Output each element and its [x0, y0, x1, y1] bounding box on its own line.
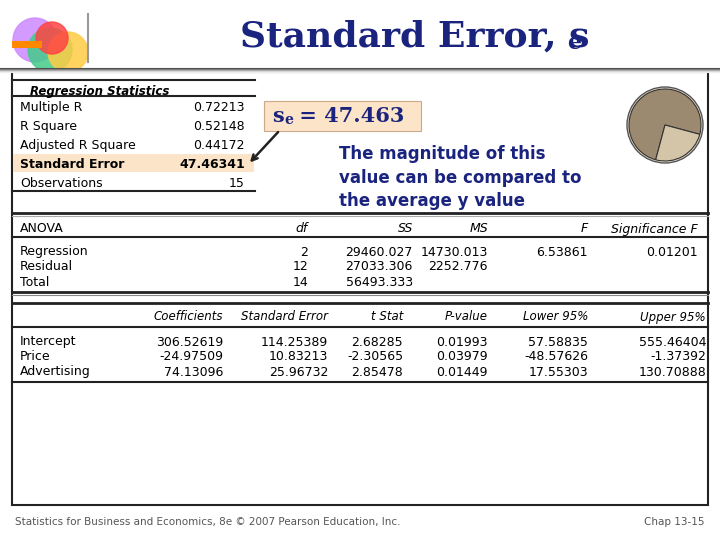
Text: -2.30565: -2.30565: [347, 350, 403, 363]
Text: Standard Error: Standard Error: [241, 310, 328, 323]
Text: -48.57626: -48.57626: [524, 350, 588, 363]
Text: 25.96732: 25.96732: [269, 366, 328, 379]
Text: ANOVA: ANOVA: [20, 222, 64, 235]
Text: Upper 95%: Upper 95%: [640, 310, 706, 323]
Text: Total: Total: [20, 275, 50, 288]
Text: 2.68285: 2.68285: [351, 335, 403, 348]
Text: F: F: [581, 222, 588, 235]
Text: 555.46404: 555.46404: [639, 335, 706, 348]
Text: 29460.027: 29460.027: [346, 246, 413, 259]
Text: s: s: [272, 106, 284, 126]
Text: Multiple R: Multiple R: [20, 101, 82, 114]
Text: 15: 15: [229, 177, 245, 190]
FancyBboxPatch shape: [264, 101, 421, 131]
Text: 0.01201: 0.01201: [647, 246, 698, 259]
Text: 0.01993: 0.01993: [436, 335, 488, 348]
Text: -1.37392: -1.37392: [650, 350, 706, 363]
Text: Residual: Residual: [20, 260, 73, 273]
Text: Lower 95%: Lower 95%: [523, 310, 588, 323]
Text: 130.70888: 130.70888: [638, 366, 706, 379]
Text: Price: Price: [20, 350, 50, 363]
Text: 306.52619: 306.52619: [156, 335, 223, 348]
Text: Observations: Observations: [20, 177, 103, 190]
Bar: [13, 154, 254, 172]
Text: 2: 2: [300, 246, 308, 259]
Text: MS: MS: [469, 222, 488, 235]
Text: The magnitude of this
value can be compared to
the average y value: The magnitude of this value can be compa…: [338, 145, 581, 210]
Text: Standard Error: Standard Error: [20, 158, 125, 171]
Text: 0.44172: 0.44172: [194, 139, 245, 152]
Text: Coefficients: Coefficients: [153, 310, 223, 323]
Text: 14: 14: [292, 275, 308, 288]
Text: Regression Statistics: Regression Statistics: [30, 85, 170, 98]
Circle shape: [13, 18, 57, 62]
Text: 0.52148: 0.52148: [194, 120, 245, 133]
Text: 0.03979: 0.03979: [436, 350, 488, 363]
Text: 17.55303: 17.55303: [528, 366, 588, 379]
Text: Standard Error, s: Standard Error, s: [240, 20, 590, 54]
Text: P-value: P-value: [445, 310, 488, 323]
Text: Advertising: Advertising: [20, 366, 91, 379]
Circle shape: [48, 32, 88, 72]
Circle shape: [627, 87, 703, 163]
Circle shape: [36, 22, 68, 54]
Text: 57.58835: 57.58835: [528, 335, 588, 348]
Text: t Stat: t Stat: [371, 310, 403, 323]
Circle shape: [28, 28, 72, 72]
Text: 14730.013: 14730.013: [420, 246, 488, 259]
Bar: [12, 72, 708, 505]
Text: 27033.306: 27033.306: [346, 260, 413, 273]
Text: 114.25389: 114.25389: [261, 335, 328, 348]
Text: -24.97509: -24.97509: [159, 350, 223, 363]
Text: e: e: [567, 32, 581, 54]
Text: 12: 12: [292, 260, 308, 273]
Text: Regression: Regression: [20, 246, 89, 259]
Text: Intercept: Intercept: [20, 335, 76, 348]
Text: Statistics for Business and Economics, 8e © 2007 Pearson Education, Inc.: Statistics for Business and Economics, 8…: [15, 517, 400, 527]
Text: 0.01449: 0.01449: [436, 366, 488, 379]
Text: R Square: R Square: [20, 120, 77, 133]
Text: 0.72213: 0.72213: [194, 101, 245, 114]
Text: Chap 13-15: Chap 13-15: [644, 517, 705, 527]
Text: SS: SS: [397, 222, 413, 235]
Text: Significance F: Significance F: [611, 222, 698, 235]
Bar: [12, 41, 42, 48]
Text: 56493.333: 56493.333: [346, 275, 413, 288]
Text: e: e: [284, 113, 293, 127]
Text: 2252.776: 2252.776: [428, 260, 488, 273]
Text: 74.13096: 74.13096: [163, 366, 223, 379]
Text: 47.46341: 47.46341: [179, 158, 245, 171]
Text: = 47.463: = 47.463: [292, 106, 405, 126]
Text: 6.53861: 6.53861: [536, 246, 588, 259]
Wedge shape: [629, 89, 701, 160]
Text: df: df: [296, 222, 308, 235]
Text: Adjusted R Square: Adjusted R Square: [20, 139, 136, 152]
Wedge shape: [656, 125, 700, 161]
Text: 10.83213: 10.83213: [269, 350, 328, 363]
Text: 2.85478: 2.85478: [351, 366, 403, 379]
